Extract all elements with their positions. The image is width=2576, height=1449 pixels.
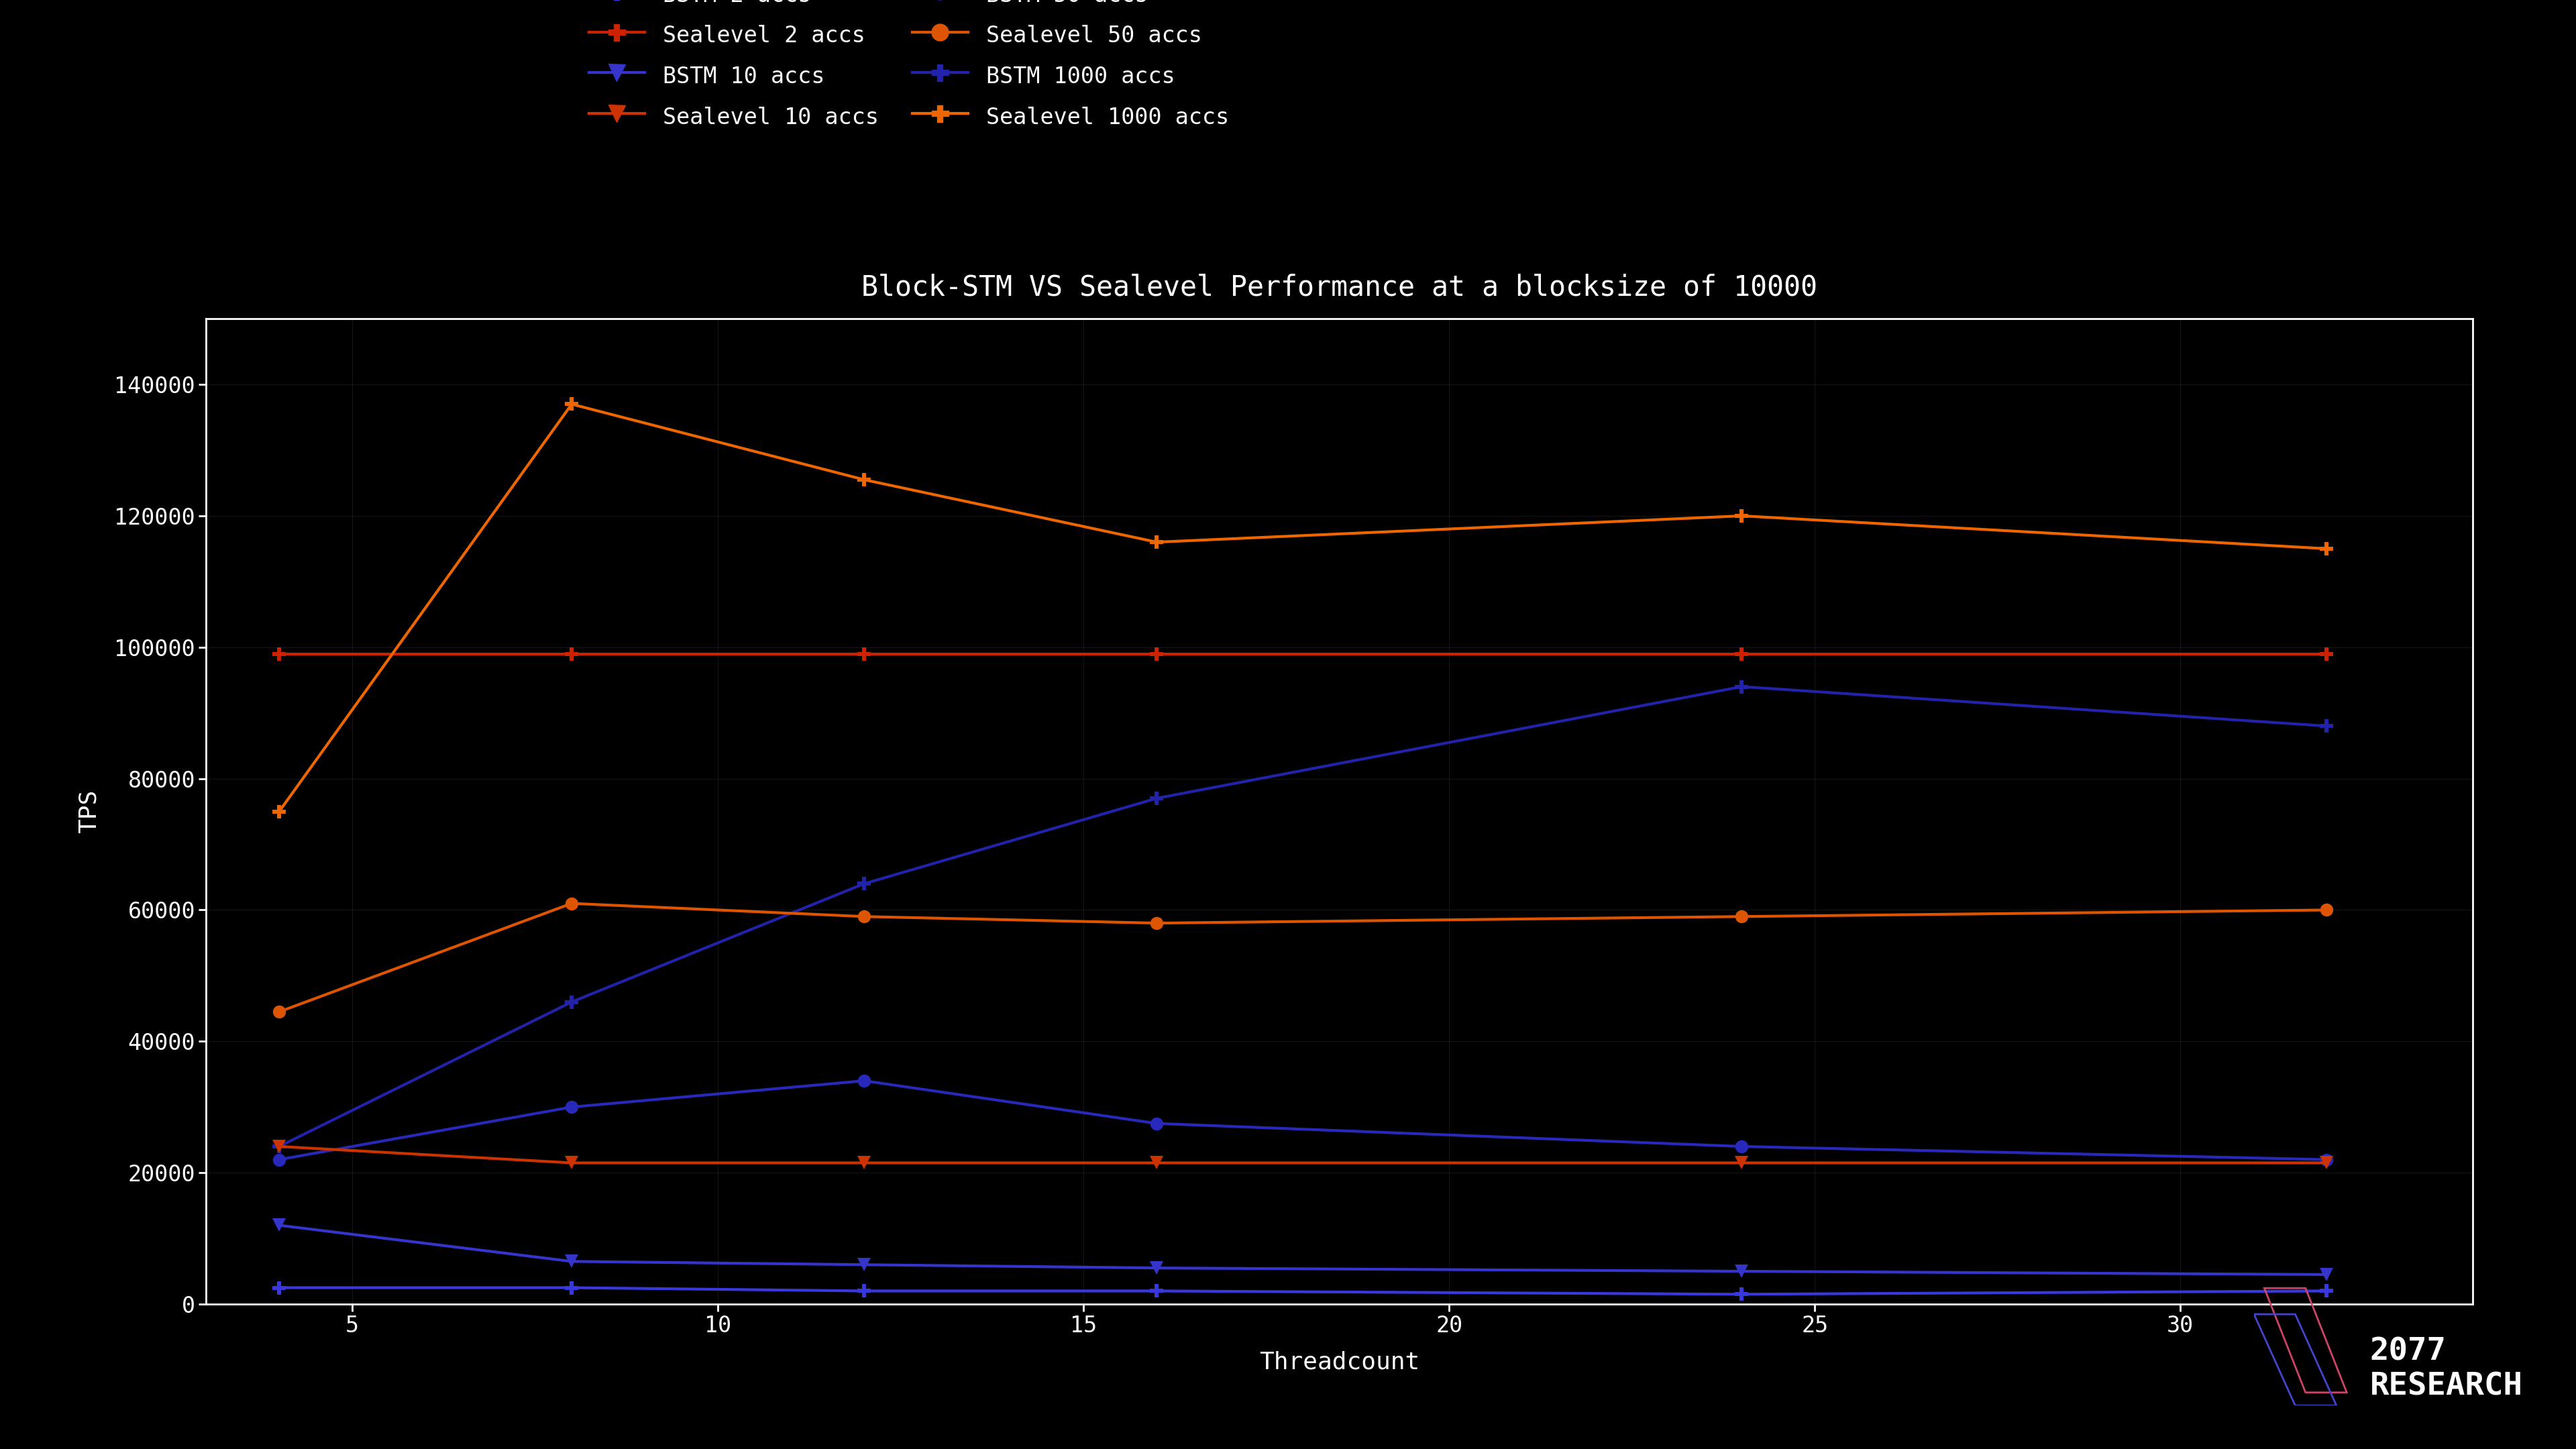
- Sealevel 50 accs: [556, 894, 587, 911]
- Sealevel 50 accs: [263, 1003, 294, 1020]
- Line: Sealevel 50 accs: Sealevel 50 accs: [273, 897, 2334, 1019]
- BSTM 1000 accs: [1726, 678, 1757, 696]
- BSTM 2 accs: [848, 1282, 878, 1300]
- Sealevel 10 accs: [1141, 1155, 1172, 1172]
- Sealevel 1000 accs: [2311, 540, 2342, 558]
- BSTM 1000 accs: [848, 875, 878, 893]
- Title: Block-STM VS Sealevel Performance at a blocksize of 10000: Block-STM VS Sealevel Performance at a b…: [860, 274, 1819, 301]
- BSTM 2 accs: [556, 1279, 587, 1297]
- Sealevel 10 accs: [263, 1137, 294, 1155]
- BSTM 2 accs: [1726, 1285, 1757, 1303]
- Text: 2077
RESEARCH: 2077 RESEARCH: [2370, 1337, 2522, 1401]
- Line: BSTM 2 accs: BSTM 2 accs: [273, 1281, 2334, 1301]
- Sealevel 10 accs: [2311, 1155, 2342, 1172]
- BSTM 1000 accs: [2311, 717, 2342, 735]
- Sealevel 50 accs: [848, 909, 878, 926]
- BSTM 50 accs: [1726, 1137, 1757, 1155]
- Sealevel 1000 accs: [848, 471, 878, 488]
- Y-axis label: TPS: TPS: [77, 790, 100, 833]
- BSTM 50 accs: [1141, 1114, 1172, 1132]
- Sealevel 50 accs: [2311, 901, 2342, 919]
- Sealevel 2 accs: [1726, 645, 1757, 662]
- Sealevel 1000 accs: [263, 803, 294, 820]
- BSTM 10 accs: [263, 1217, 294, 1235]
- BSTM 10 accs: [848, 1256, 878, 1274]
- Legend: BSTM 2 accs, Sealevel 2 accs, BSTM 10 accs, Sealevel 10 accs, BSTM 50 accs, Seal: BSTM 2 accs, Sealevel 2 accs, BSTM 10 ac…: [590, 0, 1229, 130]
- BSTM 2 accs: [1141, 1282, 1172, 1300]
- Line: Sealevel 2 accs: Sealevel 2 accs: [273, 648, 2334, 661]
- BSTM 1000 accs: [556, 993, 587, 1010]
- Sealevel 2 accs: [556, 645, 587, 662]
- Line: BSTM 10 accs: BSTM 10 accs: [273, 1219, 2334, 1281]
- Sealevel 10 accs: [848, 1155, 878, 1172]
- BSTM 10 accs: [556, 1253, 587, 1271]
- BSTM 10 accs: [1141, 1259, 1172, 1277]
- Sealevel 10 accs: [1726, 1155, 1757, 1172]
- Sealevel 1000 accs: [556, 396, 587, 413]
- Sealevel 50 accs: [1141, 914, 1172, 932]
- BSTM 50 accs: [2311, 1151, 2342, 1168]
- Sealevel 1000 accs: [1726, 507, 1757, 525]
- BSTM 1000 accs: [1141, 790, 1172, 807]
- Sealevel 50 accs: [1726, 909, 1757, 926]
- BSTM 10 accs: [1726, 1262, 1757, 1279]
- BSTM 10 accs: [2311, 1266, 2342, 1284]
- BSTM 50 accs: [848, 1072, 878, 1090]
- Sealevel 2 accs: [2311, 645, 2342, 662]
- Sealevel 2 accs: [1141, 645, 1172, 662]
- BSTM 1000 accs: [263, 1137, 294, 1155]
- BSTM 2 accs: [2311, 1282, 2342, 1300]
- Line: BSTM 1000 accs: BSTM 1000 accs: [273, 680, 2334, 1153]
- Line: BSTM 50 accs: BSTM 50 accs: [273, 1074, 2334, 1166]
- Sealevel 1000 accs: [1141, 533, 1172, 551]
- BSTM 50 accs: [556, 1098, 587, 1116]
- Sealevel 2 accs: [263, 645, 294, 662]
- Line: Sealevel 1000 accs: Sealevel 1000 accs: [273, 397, 2334, 819]
- Sealevel 10 accs: [556, 1155, 587, 1172]
- Line: Sealevel 10 accs: Sealevel 10 accs: [273, 1140, 2334, 1169]
- BSTM 2 accs: [263, 1279, 294, 1297]
- X-axis label: Threadcount: Threadcount: [1260, 1350, 1419, 1374]
- Sealevel 2 accs: [848, 645, 878, 662]
- BSTM 50 accs: [263, 1151, 294, 1168]
